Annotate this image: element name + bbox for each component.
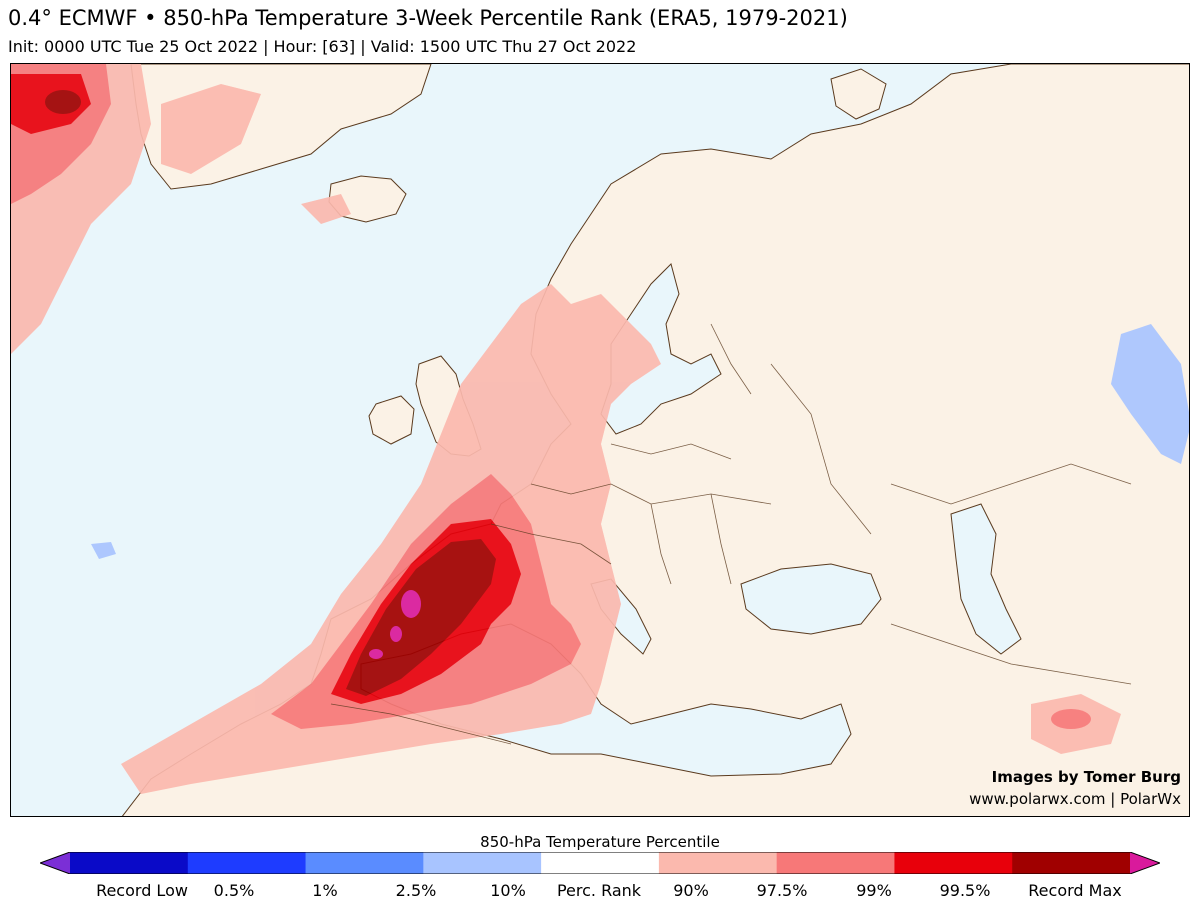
colorbar-title: 850-hPa Temperature Percentile [480,833,720,851]
colorbar-labels: Record Low 0.5% 1% 2.5% 10% Perc. Rank 9… [0,881,1200,905]
sea-black [740,563,882,635]
sea-baltic [600,263,722,435]
colorbar-swatch [658,852,778,874]
colorbar-label: Record Low [96,881,188,900]
colorbar-swatch [70,852,189,874]
colorbar-swatch [423,852,542,874]
credit-author: Images by Tomer Burg [991,768,1181,786]
sea-caspian [950,503,1022,655]
credit-website[interactable]: www.polarwx.com | PolarWx [969,790,1181,808]
colorbar-label: 97.5% [756,881,808,900]
colorbar-label: Perc. Rank [556,881,642,900]
colorbar-label: 99.5% [939,881,991,900]
colorbar-label: 99% [856,881,892,900]
colorbar-label: 1% [312,881,338,900]
colorbar-label: 0.5% [213,881,255,900]
map-panel[interactable]: Images by Tomer Burg www.polarwx.com | P… [10,63,1190,817]
colorbar-swatch [1012,852,1131,874]
colorbar-swatch [894,852,1013,874]
map-title: 0.4° ECMWF • 850-hPa Temperature 3-Week … [8,6,848,30]
landmass-svalbard [830,68,887,120]
colorbar-swatch [40,852,70,874]
landmass-ireland [368,395,415,445]
country-borders [330,323,1132,745]
colorbar-swatch [776,852,895,874]
percentile-shading-layer [11,64,1189,794]
colorbar [40,852,1160,874]
colorbar-swatch [305,852,424,874]
colorbar-swatch [187,852,307,874]
map-canvas [11,64,1189,816]
colorbar-swatch [541,852,660,874]
colorbar-label: 10% [490,881,526,900]
colorbar-label: Record Max [1028,881,1122,900]
colorbar-label: 90% [673,881,709,900]
colorbar-label: 2.5% [395,881,437,900]
colorbar-swatch [1130,852,1160,874]
map-subtitle: Init: 0000 UTC Tue 25 Oct 2022 | Hour: [… [8,37,637,56]
